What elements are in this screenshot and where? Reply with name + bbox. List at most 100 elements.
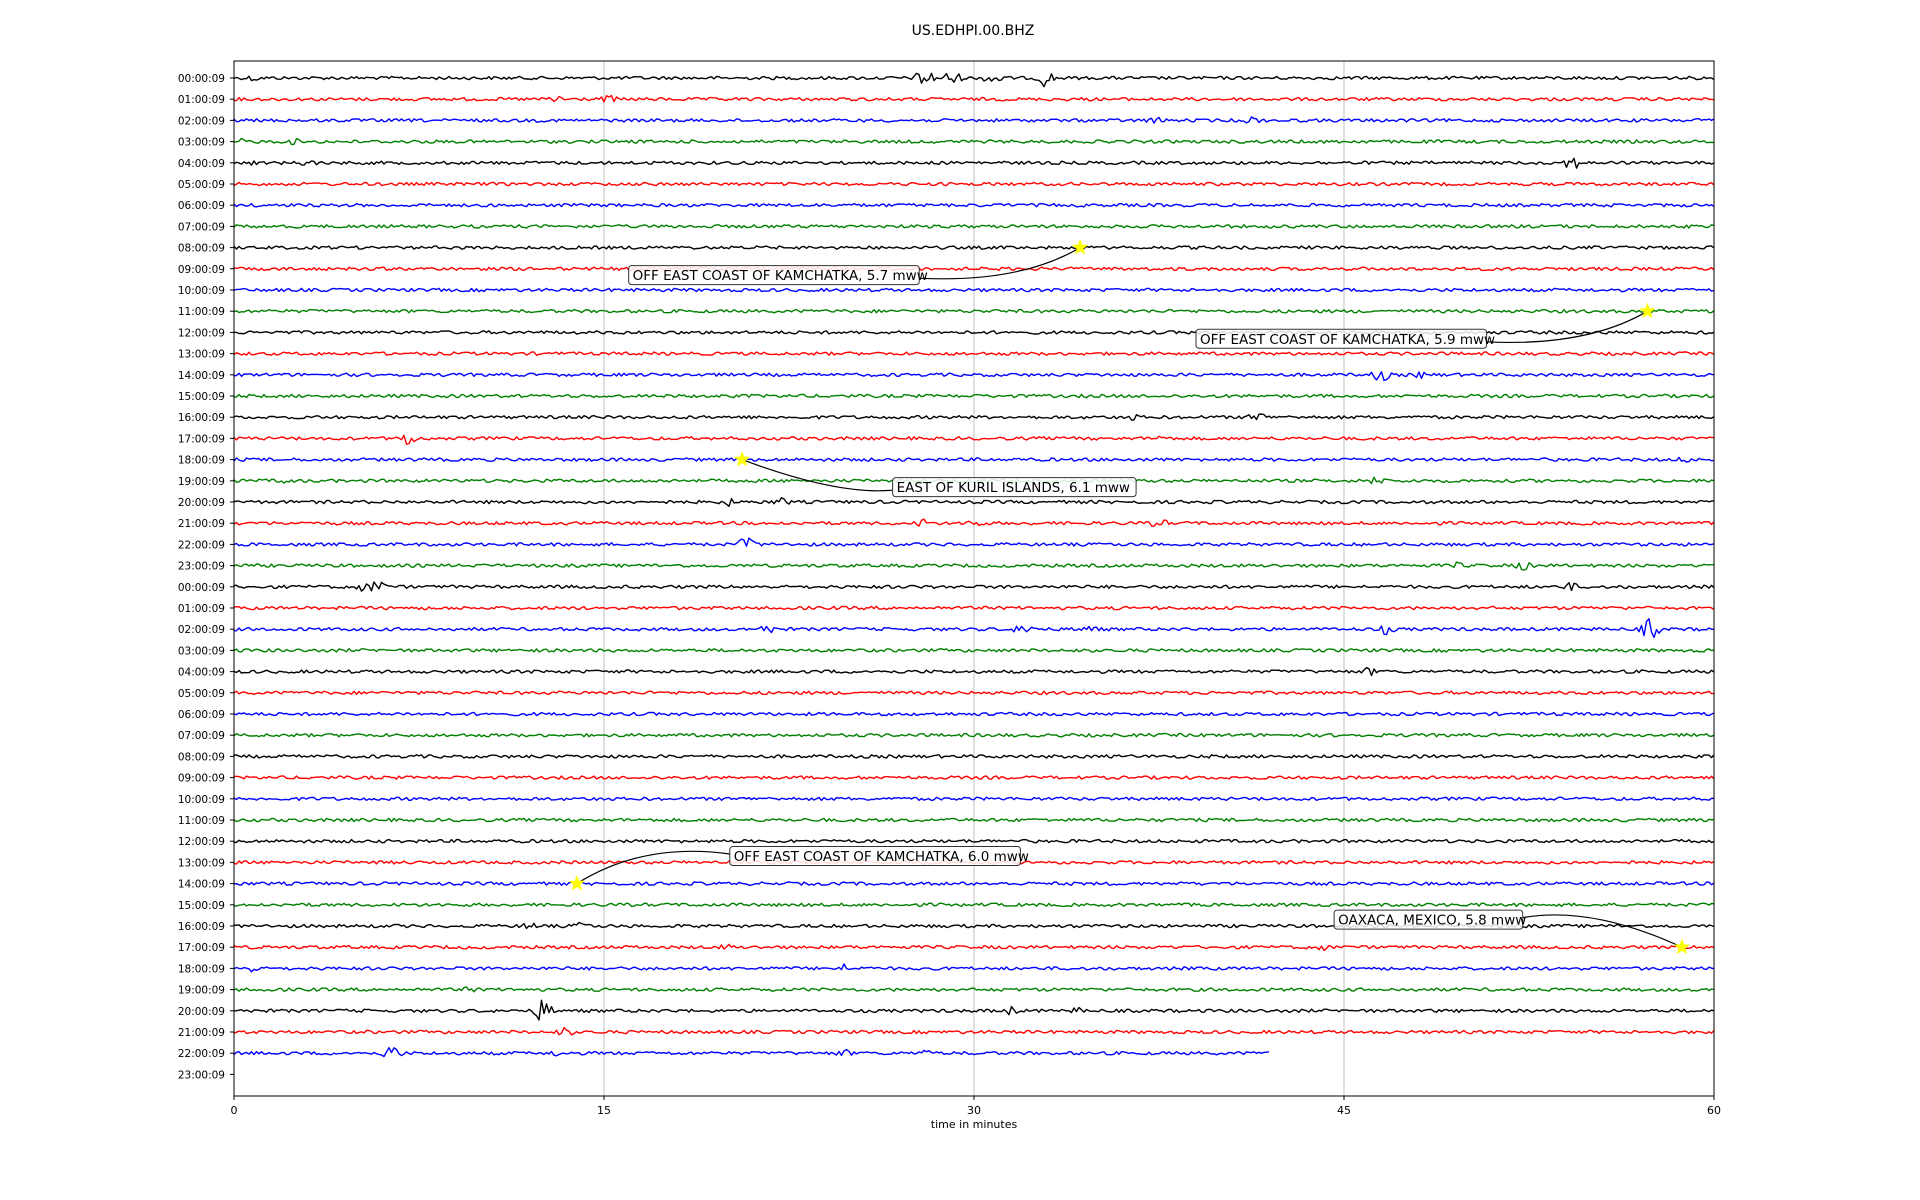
- trace-row-24: [233, 581, 1715, 592]
- trace-row-39: [233, 902, 1715, 908]
- trace-row-16: [233, 413, 1715, 421]
- event-label-box: [729, 846, 1021, 867]
- row-time-label: 08:00:09: [178, 751, 225, 763]
- row-time-label: 18:00:09: [178, 963, 225, 975]
- x-tick-label: 60: [1707, 1104, 1721, 1117]
- row-time-label: 15:00:09: [178, 900, 225, 912]
- trace-row-29: [233, 690, 1715, 696]
- x-tick-label: 30: [967, 1104, 981, 1117]
- event-star-marker: [568, 874, 586, 891]
- x-tick-label: 15: [597, 1104, 611, 1117]
- row-time-label: 11:00:09: [178, 306, 225, 318]
- trace-row-11: [233, 308, 1715, 314]
- event-label: OFF EAST COAST OF KAMCHATKA, 5.9 mww: [1200, 332, 1495, 348]
- x-axis-label: time in minutes: [931, 1118, 1018, 1131]
- row-time-label: 01:00:09: [178, 94, 225, 106]
- event-annotation: OFF EAST COAST OF KAMCHATKA, 6.0 mww: [568, 846, 1029, 891]
- row-time-label: 09:00:09: [178, 773, 225, 785]
- event-label: OFF EAST COAST OF KAMCHATKA, 6.0 mww: [734, 849, 1029, 865]
- trace-row-45: [233, 1026, 1715, 1036]
- trace-row-33: [233, 775, 1715, 780]
- x-tick-label: 0: [231, 1104, 238, 1117]
- trace-row-9: [233, 266, 1715, 272]
- event-star-marker: [1071, 238, 1089, 255]
- event-annotation: EAST OF KURIL ISLANDS, 6.1 mww: [733, 450, 1137, 498]
- row-time-label: 13:00:09: [178, 349, 225, 361]
- row-time-label: 01:00:09: [178, 603, 225, 615]
- event-annotation: OAXACA, MEXICO, 5.8 mww: [1333, 909, 1691, 955]
- row-time-label: 15:00:09: [178, 391, 225, 403]
- row-time-label: 07:00:09: [178, 221, 225, 233]
- trace-row-13: [233, 351, 1715, 356]
- row-time-label: 05:00:09: [178, 688, 225, 700]
- row-time-label: 11:00:09: [178, 815, 225, 827]
- trace-row-0: [233, 72, 1715, 88]
- row-time-label: 08:00:09: [178, 243, 225, 255]
- row-time-label: 14:00:09: [178, 879, 225, 891]
- event-label: OAXACA, MEXICO, 5.8 mww: [1338, 913, 1526, 929]
- x-axis-ticks: 0 15 30 45 60: [231, 1096, 1721, 1117]
- row-time-label: 19:00:09: [178, 476, 225, 488]
- row-time-label: 23:00:09: [178, 561, 225, 573]
- event-star-marker: [733, 450, 751, 467]
- row-time-label: 04:00:09: [178, 667, 225, 679]
- row-time-label: 17:00:09: [178, 433, 225, 445]
- event-star-marker: [1673, 938, 1691, 955]
- row-time-label: 13:00:09: [178, 857, 225, 869]
- trace-row-25: [233, 605, 1715, 611]
- row-time-label: 22:00:09: [178, 1048, 225, 1060]
- event-connector: [1486, 310, 1648, 343]
- row-time-label: 10:00:09: [178, 794, 225, 806]
- trace-row-22: [233, 537, 1715, 547]
- trace-row-6: [233, 202, 1715, 208]
- row-time-label: 20:00:09: [178, 1006, 225, 1018]
- row-time-label: 00:00:09: [178, 582, 225, 594]
- event-label-box: [892, 477, 1137, 498]
- chart-title: US.EDHPI.00.BHZ: [912, 23, 1035, 39]
- trace-row-3: [233, 137, 1715, 146]
- row-time-label: 04:00:09: [178, 158, 225, 170]
- trace-row-15: [233, 393, 1715, 399]
- trace-row-17: [233, 434, 1715, 445]
- row-time-label: 22:00:09: [178, 539, 225, 551]
- trace-row-10: [233, 287, 1715, 293]
- trace-row-42: [233, 963, 1715, 973]
- trace-row-32: [233, 754, 1715, 759]
- event-star-marker: [1639, 302, 1656, 319]
- trace-row-23: [233, 561, 1715, 571]
- row-time-labels: 00:00:09 01:00:09 02:00:09 03:00:09 04:00:09…: [178, 73, 234, 1081]
- event-connector: [919, 247, 1081, 280]
- row-time-label: 07:00:09: [178, 730, 225, 742]
- seismic-traces: [233, 72, 1715, 1058]
- x-tick-label: 45: [1337, 1104, 1351, 1117]
- row-time-label: 21:00:09: [178, 518, 225, 530]
- row-time-label: 16:00:09: [178, 921, 225, 933]
- trace-row-2: [233, 116, 1715, 124]
- trace-row-1: [233, 94, 1715, 103]
- row-time-label: 17:00:09: [178, 942, 225, 954]
- row-time-label: 06:00:09: [178, 200, 225, 212]
- trace-row-44: [233, 999, 1715, 1021]
- row-time-label: 09:00:09: [178, 264, 225, 276]
- row-time-label: 02:00:09: [178, 624, 225, 636]
- trace-row-18: [233, 456, 1715, 463]
- trace-row-28: [233, 667, 1715, 677]
- row-time-label: 00:00:09: [178, 73, 225, 85]
- trace-row-4: [233, 157, 1715, 169]
- row-time-label: 12:00:09: [178, 836, 225, 848]
- event-label: OFF EAST COAST OF KAMCHATKA, 5.7 mww: [633, 268, 928, 284]
- event-label-box: [628, 265, 920, 286]
- trace-row-14: [233, 371, 1715, 382]
- event-label: EAST OF KURIL ISLANDS, 6.1 mww: [897, 480, 1130, 496]
- row-time-label: 12:00:09: [178, 327, 225, 339]
- event-annotations: OFF EAST COAST OF KAMCHATKA, 5.7 mww OFF …: [568, 238, 1691, 955]
- event-annotation: OFF EAST COAST OF KAMCHATKA, 5.7 mww: [628, 238, 1089, 286]
- trace-row-38: [233, 881, 1715, 886]
- trace-row-27: [233, 648, 1715, 653]
- row-time-label: 03:00:09: [178, 645, 225, 657]
- trace-row-31: [233, 732, 1715, 738]
- row-time-label: 16:00:09: [178, 412, 225, 424]
- row-time-label: 14:00:09: [178, 370, 225, 382]
